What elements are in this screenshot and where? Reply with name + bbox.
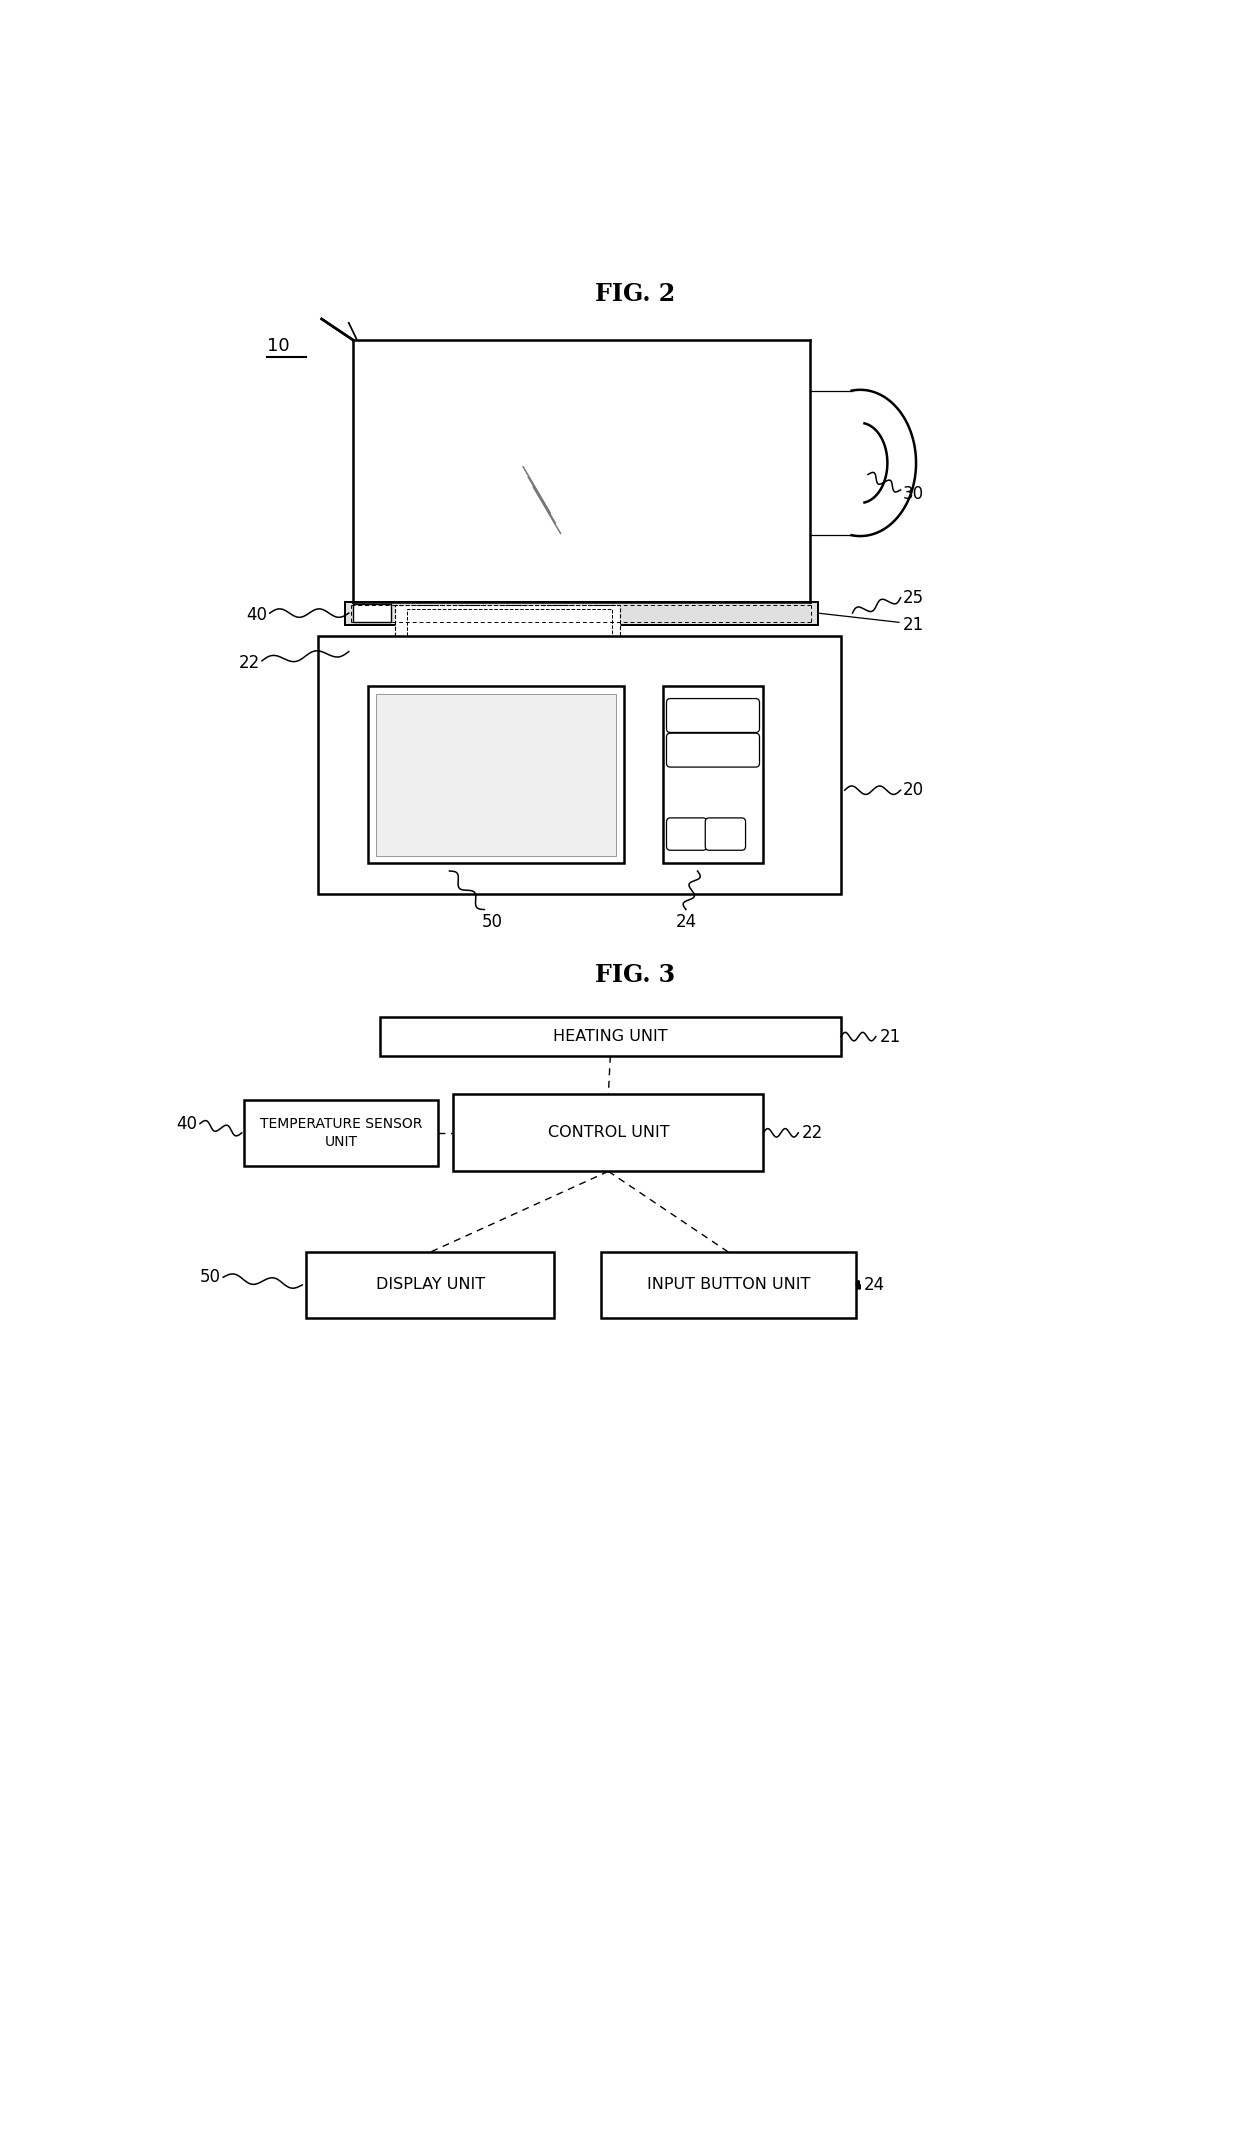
Text: 40: 40 [176, 1114, 197, 1134]
Text: FIG. 3: FIG. 3 [595, 964, 676, 987]
Bar [662, 686, 764, 863]
Text: 30: 30 [903, 484, 924, 503]
Bar [345, 602, 817, 624]
Text: FIG. 2: FIG. 2 [595, 282, 676, 305]
Text: 22: 22 [238, 654, 259, 671]
Bar [600, 1252, 857, 1319]
Bar [306, 1252, 554, 1319]
FancyBboxPatch shape [667, 733, 759, 768]
Bar [407, 609, 613, 645]
Bar [376, 695, 616, 856]
Text: 24: 24 [676, 914, 697, 931]
Text: 21: 21 [903, 615, 924, 635]
Text: INPUT BUTTON UNIT: INPUT BUTTON UNIT [647, 1278, 810, 1293]
Text: TEMPERATURE SENSOR
UNIT: TEMPERATURE SENSOR UNIT [260, 1116, 422, 1149]
Text: DISPLAY UNIT: DISPLAY UNIT [376, 1278, 485, 1293]
Bar [454, 1095, 764, 1172]
Bar [352, 604, 392, 622]
Bar [317, 637, 841, 895]
Text: 50: 50 [481, 914, 502, 931]
Text: 10: 10 [268, 338, 290, 355]
Text: 50: 50 [200, 1269, 221, 1286]
Text: 21: 21 [879, 1028, 901, 1045]
Text: CONTROL UNIT: CONTROL UNIT [548, 1125, 670, 1140]
FancyBboxPatch shape [667, 699, 759, 733]
Text: 22: 22 [802, 1123, 823, 1142]
Text: 24: 24 [864, 1276, 885, 1295]
Bar [368, 686, 624, 863]
Text: 25: 25 [903, 589, 924, 607]
Bar [396, 604, 620, 652]
Bar [244, 1099, 438, 1166]
Bar [379, 1017, 841, 1056]
FancyBboxPatch shape [706, 817, 745, 850]
Text: 20: 20 [903, 781, 924, 800]
FancyBboxPatch shape [667, 817, 707, 850]
Text: HEATING UNIT: HEATING UNIT [553, 1028, 667, 1043]
Text: 40: 40 [247, 607, 268, 624]
